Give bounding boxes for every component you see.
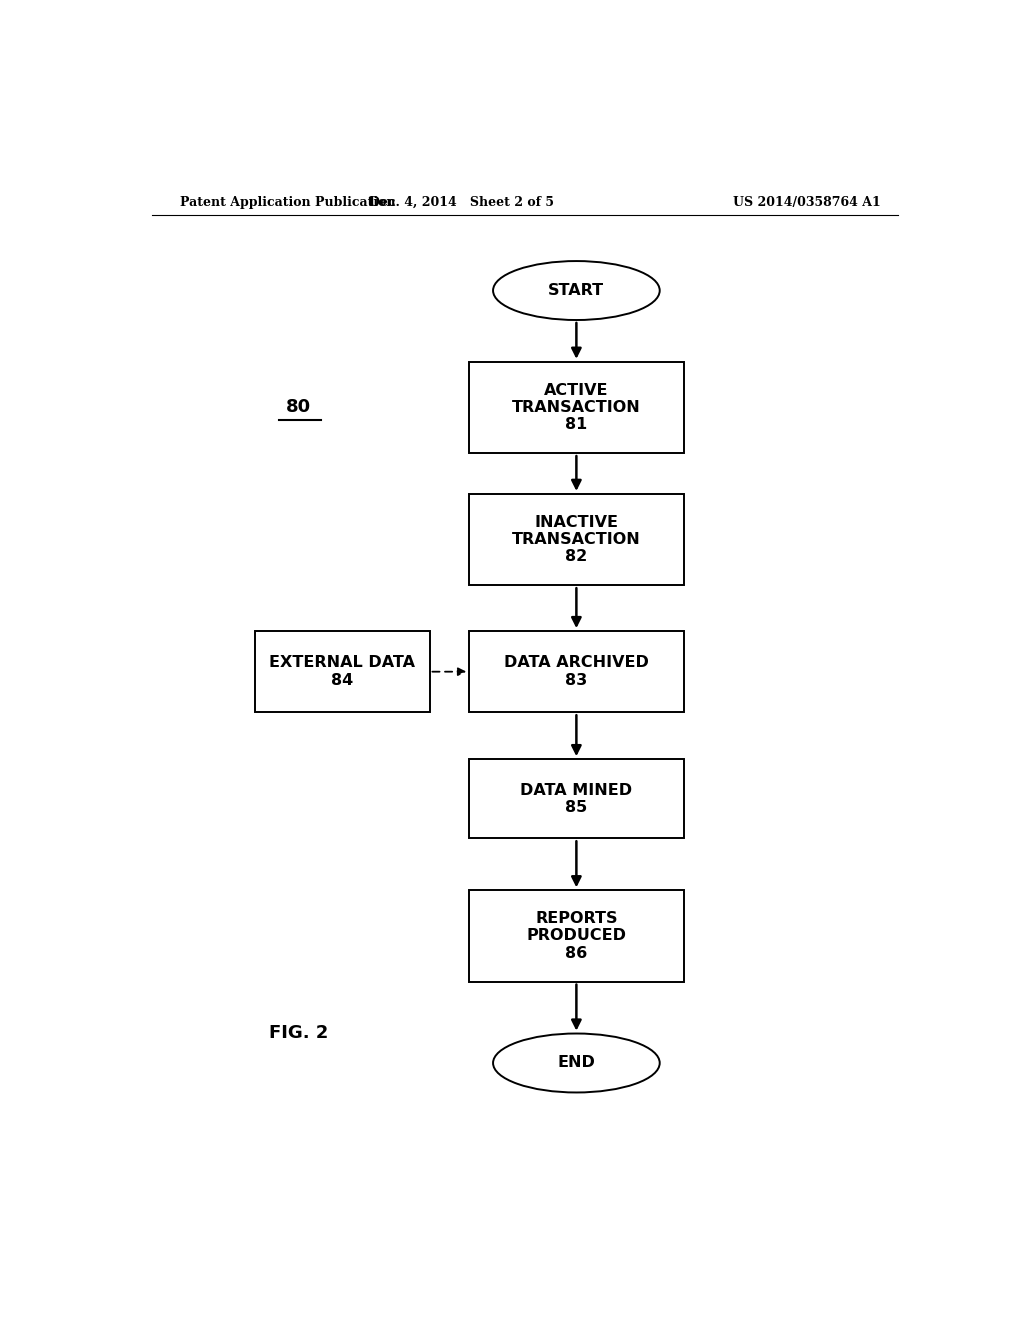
Text: END: END <box>557 1056 595 1071</box>
Text: Dec. 4, 2014   Sheet 2 of 5: Dec. 4, 2014 Sheet 2 of 5 <box>369 195 554 209</box>
Text: DATA ARCHIVED
83: DATA ARCHIVED 83 <box>504 656 649 688</box>
Text: DATA MINED
85: DATA MINED 85 <box>520 783 633 814</box>
Text: 80: 80 <box>286 399 311 416</box>
FancyBboxPatch shape <box>255 631 430 713</box>
Text: INACTIVE
TRANSACTION
82: INACTIVE TRANSACTION 82 <box>512 515 641 565</box>
Text: ACTIVE
TRANSACTION
81: ACTIVE TRANSACTION 81 <box>512 383 641 433</box>
Text: Patent Application Publication: Patent Application Publication <box>179 195 395 209</box>
Ellipse shape <box>494 1034 659 1093</box>
FancyBboxPatch shape <box>469 631 684 713</box>
Text: US 2014/0358764 A1: US 2014/0358764 A1 <box>732 195 881 209</box>
Text: FIG. 2: FIG. 2 <box>269 1023 329 1041</box>
FancyBboxPatch shape <box>469 890 684 982</box>
Text: START: START <box>548 282 604 298</box>
Text: EXTERNAL DATA
84: EXTERNAL DATA 84 <box>269 656 416 688</box>
FancyBboxPatch shape <box>469 362 684 453</box>
Text: REPORTS
PRODUCED
86: REPORTS PRODUCED 86 <box>526 911 627 961</box>
Ellipse shape <box>494 261 659 319</box>
FancyBboxPatch shape <box>469 759 684 838</box>
FancyBboxPatch shape <box>469 494 684 585</box>
